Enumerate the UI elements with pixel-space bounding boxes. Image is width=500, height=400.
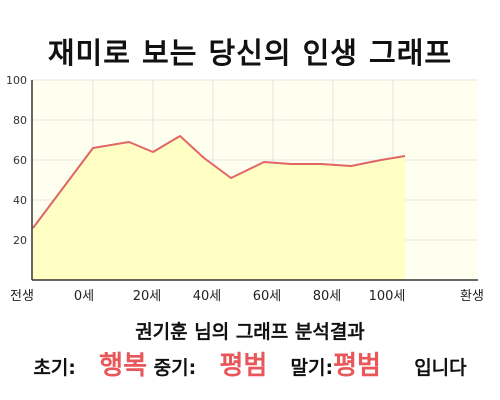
life-graph-chart: 20 40 60 80 100 전생 0세 20세 40세 60세 80세 100세 환생 [6,74,484,304]
analysis-caption: 권기훈 님의 그래프 분석결과 [135,321,365,343]
middle-label: 중기: [153,357,197,379]
early-label: 초기: [33,357,76,379]
late-label: 말기: [290,357,334,379]
result-suffix: 입니다 [414,357,467,379]
y-tick-label: 40 [13,194,27,207]
page-title: 재미로 보는 당신의 인생 그래프 [47,36,453,70]
label-layer: 20 40 60 80 100 전생 0세 20세 40세 60세 80세 100세 환생 [6,74,484,304]
area-layer [32,135,406,280]
analysis-result: 초기: 행복 중기: 평범 말기:평범 입니다 [0,345,500,382]
series-area [33,136,405,280]
y-tick-label: 100 [6,74,27,87]
x-tick-label: 80세 [313,289,342,304]
y-tick-label: 80 [13,114,27,127]
x-tick-label: 0세 [74,289,94,304]
y-tick-label: 20 [13,234,27,247]
axis-layer [31,80,478,281]
early-value: 행복 [99,351,147,381]
y-tick-label: 60 [13,154,27,167]
x-tick-label: 환생 [460,289,484,304]
x-tick-label: 20세 [133,289,162,304]
x-tick-label: 전생 [10,289,34,304]
x-tick-label: 40세 [193,289,222,304]
middle-value: 평범 [219,351,268,381]
x-tick-label: 60세 [253,289,282,304]
x-tick-label: 100세 [369,289,406,304]
series-line [32,135,406,229]
late-value: 평범 [333,351,381,381]
